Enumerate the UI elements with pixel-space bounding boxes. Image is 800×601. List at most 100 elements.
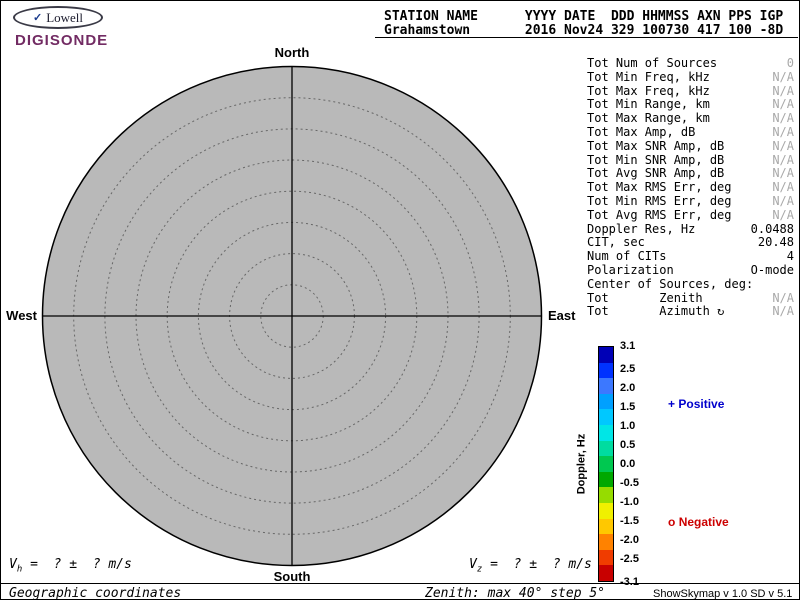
negative-legend: o Negative [668, 515, 729, 529]
stat-label: Tot Max Amp, dB [587, 124, 696, 139]
colorbar-segment [599, 518, 613, 535]
stat-value: N/A [772, 83, 794, 98]
stat-label: Tot Max Range, km [587, 111, 710, 126]
stat-label: Doppler Res, Hz [587, 221, 696, 236]
stat-label: CIT, sec [587, 235, 645, 250]
zenith-range-caption: Zenith: max 40° step 5° [425, 586, 606, 601]
stat-label: Center of Sources, deg: [587, 276, 754, 291]
stat-value: N/A [772, 207, 794, 222]
stat-label: Tot Min Range, km [587, 97, 710, 112]
positive-legend: + Positive [668, 397, 724, 411]
stat-row: Doppler Res, Hz 0.0488 [587, 221, 794, 237]
stat-label: Tot Avg RMS Err, deg [587, 207, 732, 222]
stat-row: Polarization O-mode [587, 262, 794, 278]
stat-row: Center of Sources, deg: [587, 276, 794, 292]
compass-west-label: West [6, 308, 37, 323]
vz-subscript: z [476, 564, 483, 575]
stat-row: Tot Num of Sources 0 [587, 56, 794, 71]
colorbar-tick-label: -2.0 [620, 534, 639, 547]
version-caption: ShowSkymap v 1.0 SD v 5.1 [653, 588, 793, 600]
stat-value: N/A [772, 138, 794, 153]
colorbar-axis-label: Doppler, Hz [575, 433, 588, 495]
colorbar-segment [599, 440, 613, 457]
stat-label: Tot Max SNR Amp, dB [587, 138, 725, 153]
skymap-polar-plot [41, 65, 543, 567]
colorbar-segment [599, 565, 613, 581]
stat-row: Tot Avg SNR Amp, dB N/A [587, 167, 794, 181]
stat-row: Num of CITs 4 [587, 250, 794, 264]
colorbar-segment [599, 456, 613, 472]
stat-row: Tot Avg RMS Err, deg N/A [587, 207, 794, 223]
lowell-digisonde-logo: ✓ Lowell DIGISONDE [13, 6, 108, 49]
colorbar-tick-label: -3.1 [620, 576, 639, 588]
colorbar-segment [599, 378, 613, 394]
stat-row: Tot Min Range, km N/A [587, 98, 794, 112]
colorbar-tick-label: 0.5 [620, 438, 636, 451]
vz-value: = ? ± ? m/s [482, 557, 592, 572]
stat-value: N/A [772, 124, 794, 139]
circle-marker-icon: o [668, 515, 676, 529]
stat-row: Tot Azimuth ↻ N/A [587, 305, 794, 319]
stat-value: 0 [786, 56, 794, 70]
stat-row: Tot Max RMS Err, deg N/A [587, 181, 794, 195]
vh-value: = ? ± ? m/s [22, 557, 132, 572]
stat-row: Tot Max Range, km N/A [587, 112, 794, 126]
stat-value: N/A [772, 152, 794, 167]
stat-row: Tot Min SNR Amp, dB N/A [587, 152, 794, 168]
stat-label: Tot Num of Sources [587, 56, 718, 70]
stat-label: Tot Azimuth ↻ [587, 304, 725, 319]
compass-south-label: South [273, 569, 311, 584]
compass-north-label: North [274, 45, 310, 60]
stat-value: 4 [786, 249, 794, 264]
colorbar-segment [599, 471, 613, 488]
stat-label: Tot Avg SNR Amp, dB [587, 166, 725, 181]
stat-label: Tot Min SNR Amp, dB [587, 152, 725, 167]
colorbar-segment [599, 549, 613, 566]
digisonde-wordmark: DIGISONDE [15, 32, 109, 49]
compass-east-label: East [548, 308, 576, 323]
colorbar-segment [599, 424, 613, 441]
colorbar-tick-label: -2.5 [620, 553, 639, 566]
stat-row: CIT, sec 20.48 [587, 236, 794, 250]
stat-value: N/A [772, 193, 794, 208]
stat-label: Tot Max Freq, kHz [587, 83, 710, 98]
colorbar-segment [599, 362, 613, 379]
stat-value: N/A [772, 304, 794, 319]
stat-row: Tot Max Amp, dB N/A [587, 124, 794, 140]
stat-row: Tot Zenith N/A [587, 290, 794, 306]
stat-value: N/A [772, 69, 794, 84]
stat-value: O-mode [750, 262, 794, 277]
colorbar-segment [599, 487, 613, 503]
colorbar-segment [599, 534, 613, 550]
colorbar-segment [599, 347, 613, 363]
coordinates-caption: Geographic coordinates [9, 586, 182, 601]
negative-label-text: Negative [678, 515, 729, 529]
lowell-logo-oval: ✓ Lowell [13, 6, 103, 29]
stats-panel: Tot Num of Sources 0 Tot Min Freq, kHz N/A T… [587, 56, 794, 319]
stat-value: N/A [772, 166, 794, 181]
lowell-logo-mark: ✓ [32, 12, 43, 24]
stat-row: Tot Max SNR Amp, dB N/A [587, 138, 794, 154]
stat-value: N/A [772, 97, 794, 112]
stat-label: Tot Zenith [587, 290, 703, 305]
vh-subscript: h [16, 564, 23, 575]
header-station-values: Grahamstown 2016 Nov24 329 100730 417 10… [384, 23, 784, 38]
stat-value: 0.0488 [750, 221, 794, 236]
footer-divider [1, 583, 799, 584]
stat-value: N/A [772, 180, 794, 195]
colorbar-segment [599, 393, 613, 410]
colorbar-tick-label: 1.5 [620, 400, 636, 413]
stat-label: Num of CITs [587, 249, 667, 264]
vh-symbol: V [9, 557, 17, 572]
colorbar-axis: Doppler, Hz [572, 346, 590, 582]
lowell-logo-text: Lowell [46, 9, 84, 25]
vh-readout: Vh = ? ± ? m/s [9, 557, 132, 575]
colorbar-tick-label: -0.5 [620, 477, 639, 490]
positive-label-text: Positive [678, 397, 725, 411]
vz-readout: Vz = ? ± ? m/s [469, 557, 592, 575]
colorbar-tick-label: 0.0 [620, 458, 636, 470]
header-divider [375, 37, 798, 38]
colorbar-tick-label: 2.5 [620, 362, 636, 375]
stat-label: Tot Min RMS Err, deg [587, 193, 732, 208]
